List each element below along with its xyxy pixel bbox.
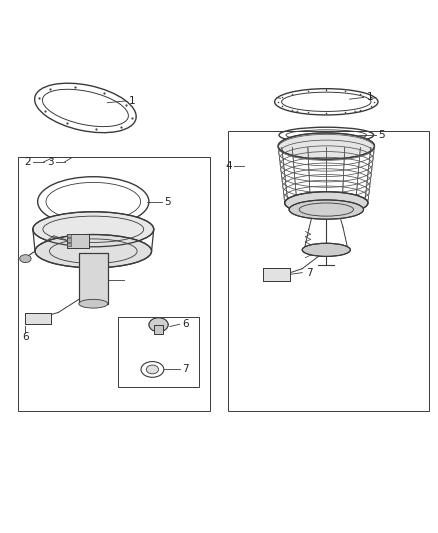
Ellipse shape <box>278 133 374 159</box>
Text: 5: 5 <box>378 130 385 140</box>
Bar <box>263 268 290 280</box>
Bar <box>154 325 163 334</box>
Ellipse shape <box>79 300 108 308</box>
Bar <box>154 325 163 334</box>
Bar <box>67 234 89 248</box>
Ellipse shape <box>146 365 159 374</box>
Text: 6: 6 <box>182 319 189 329</box>
Ellipse shape <box>285 192 368 214</box>
Ellipse shape <box>149 318 168 332</box>
Bar <box>79 253 108 304</box>
Text: 1: 1 <box>129 96 136 106</box>
Text: 5: 5 <box>164 197 171 207</box>
Bar <box>263 268 290 280</box>
Bar <box>67 234 89 248</box>
Ellipse shape <box>35 235 152 268</box>
Text: 2: 2 <box>24 157 31 167</box>
Bar <box>118 317 199 387</box>
Ellipse shape <box>33 212 154 247</box>
Text: 4: 4 <box>225 161 232 171</box>
Ellipse shape <box>20 255 31 263</box>
Text: 7: 7 <box>182 365 189 374</box>
Bar <box>67 238 71 241</box>
Ellipse shape <box>302 243 350 256</box>
Bar <box>67 243 71 246</box>
Text: 3: 3 <box>47 157 54 167</box>
Bar <box>18 157 210 411</box>
Text: 7: 7 <box>306 268 313 278</box>
Bar <box>25 313 51 324</box>
Text: 1: 1 <box>366 92 373 102</box>
Ellipse shape <box>289 200 364 219</box>
Bar <box>228 131 429 411</box>
Bar <box>79 253 108 304</box>
Text: 6: 6 <box>22 333 29 343</box>
Bar <box>25 313 51 324</box>
Bar <box>67 234 71 237</box>
